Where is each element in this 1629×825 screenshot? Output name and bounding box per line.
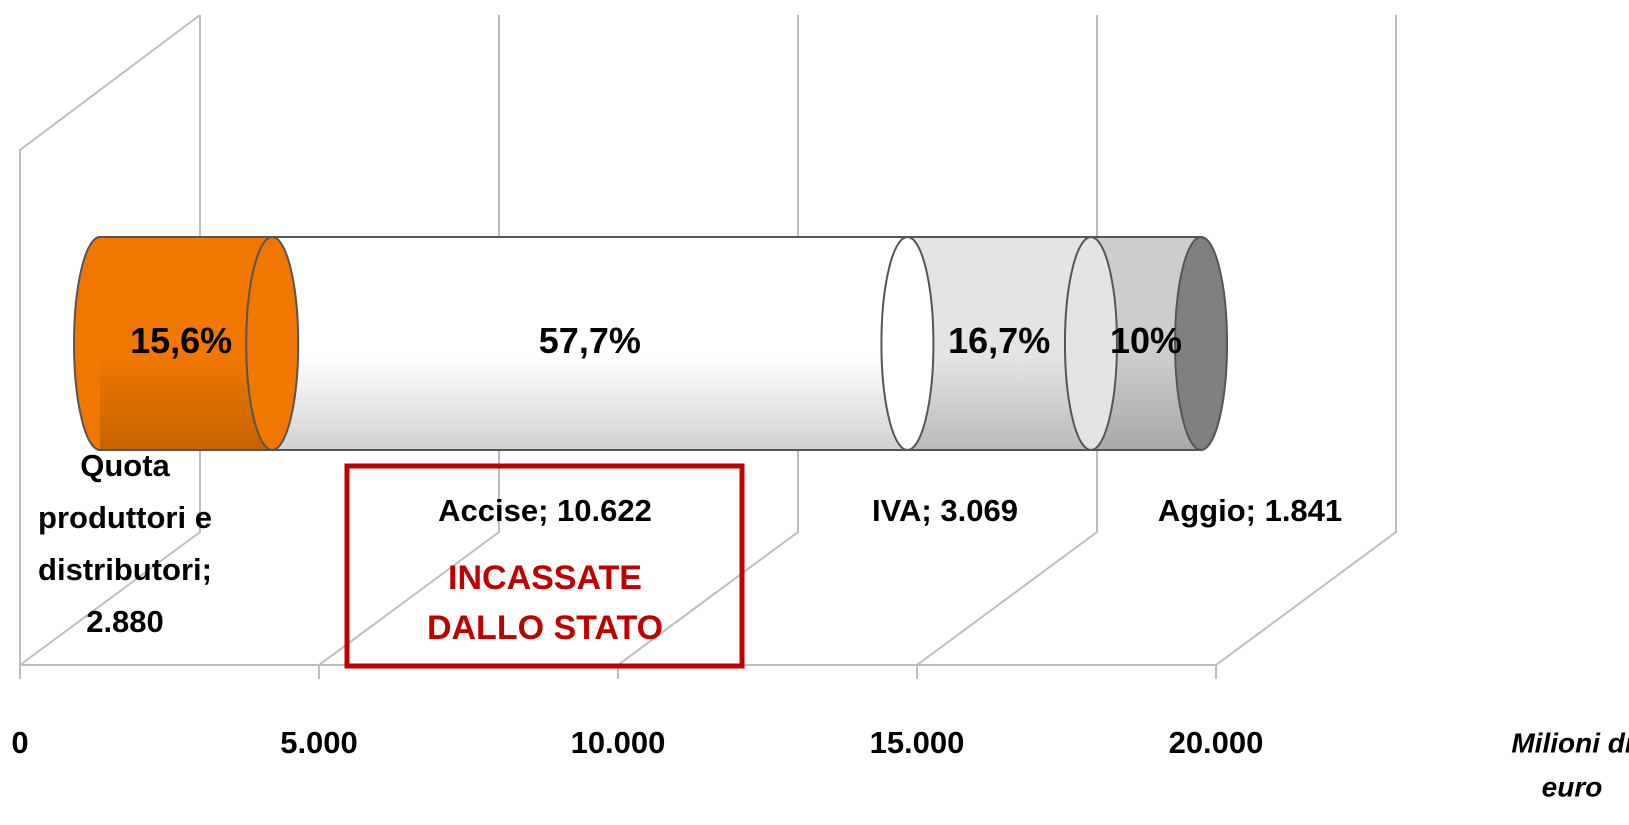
category-label: 2.880 — [86, 604, 164, 639]
bar-shade — [272, 237, 908, 450]
share-label: 16,7% — [948, 320, 1050, 361]
x-axis-label: Milioni di — [1511, 727, 1629, 758]
bar-shade — [100, 237, 273, 450]
category-label: Aggio; 1.841 — [1158, 493, 1342, 528]
category-label: distributori; — [38, 552, 212, 587]
share-label: 57,7% — [539, 320, 641, 361]
bar-edge — [1090, 236, 1202, 451]
segment-edge — [1174, 236, 1229, 451]
share-label: 10% — [1110, 320, 1182, 361]
x-tick-label: 10.000 — [571, 725, 666, 760]
category-label: IVA; 3.069 — [872, 493, 1018, 528]
segment-edge — [1063, 236, 1118, 451]
share-label: 15,6% — [130, 320, 232, 361]
grid-line — [19, 15, 201, 666]
cylinder — [73, 236, 1229, 451]
category-label: Accise; 10.622 — [438, 493, 652, 528]
category-label: produttori e — [38, 500, 212, 535]
segment-edge — [245, 236, 300, 451]
x-tick-label: 0 — [11, 725, 28, 760]
x-tick-label: 15.000 — [870, 725, 965, 760]
x-tick-label: 5.000 — [280, 725, 358, 760]
bar-shade — [907, 237, 1091, 450]
grid-line — [1215, 15, 1397, 666]
segment-edge — [880, 236, 935, 451]
annotation-box — [344, 463, 745, 669]
grid-line — [318, 15, 500, 666]
grid-line — [916, 15, 1098, 666]
bar-edge — [100, 236, 273, 451]
bar-edge — [907, 236, 1091, 451]
category-label: Quota — [80, 448, 170, 483]
annotation-text: INCASSATE — [448, 559, 642, 597]
annotation-text: DALLO STATO — [427, 609, 663, 647]
x-tick-label: 20.000 — [1169, 725, 1264, 760]
side-wall — [19, 14, 201, 665]
bar-edge — [272, 236, 908, 451]
grid-line — [617, 15, 799, 666]
x-axis-label: euro — [1542, 771, 1603, 802]
